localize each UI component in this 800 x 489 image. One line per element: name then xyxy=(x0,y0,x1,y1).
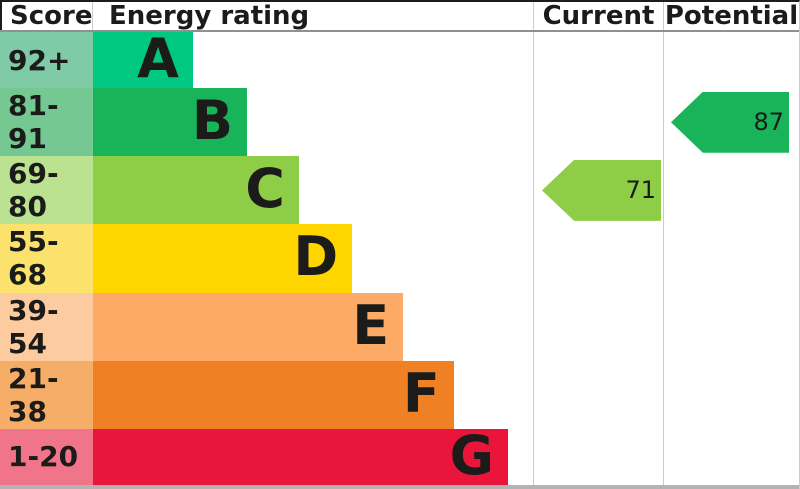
chart-header-row: Score Energy rating Current Potential xyxy=(0,2,799,32)
rating-band-letter: D xyxy=(293,225,339,289)
rating-band-letter: F xyxy=(402,361,440,425)
potential-rating-arrow: 87 xyxy=(671,91,789,153)
potential-column-cell xyxy=(663,32,799,89)
rating-rows: 92+ A 81-91 B 87 69-80 C 71 55-68 xyxy=(0,32,799,485)
rating-band-letter: B xyxy=(191,89,233,153)
chart-bottom-edge xyxy=(0,485,799,489)
current-column-cell xyxy=(533,360,663,429)
rating-band-bar: A xyxy=(93,27,193,91)
rating-band-letter: A xyxy=(137,27,179,91)
current-rating-arrow: 71 xyxy=(542,159,661,221)
rating-band-bar: G xyxy=(93,423,508,487)
current-column-cell xyxy=(533,32,663,89)
rating-band-bar: F xyxy=(93,360,454,429)
rating-row: 81-91 B 87 xyxy=(0,88,799,157)
rating-band-bar: D xyxy=(93,224,353,293)
rating-band-letter: G xyxy=(449,423,494,487)
potential-column-cell xyxy=(663,428,799,485)
current-column-cell xyxy=(533,292,663,361)
current-rating-value: 71 xyxy=(625,176,656,205)
header-potential: Potential xyxy=(663,2,799,30)
rating-band-bar: E xyxy=(93,292,404,361)
score-range-label: 1-20 xyxy=(0,428,93,485)
score-range-label: 69-80 xyxy=(0,156,93,225)
current-column-cell xyxy=(533,224,663,293)
header-score: Score xyxy=(0,2,93,30)
rating-row: 92+ A xyxy=(0,27,799,91)
rating-band-letter: C xyxy=(245,157,285,221)
potential-rating-value: 87 xyxy=(753,108,784,137)
rating-band-bar: B xyxy=(93,88,247,157)
rating-bar-area: G xyxy=(93,423,533,487)
rating-band-letter: E xyxy=(352,293,390,357)
score-range-label: 39-54 xyxy=(0,292,93,361)
current-column-cell xyxy=(533,428,663,485)
potential-column-cell: 87 xyxy=(663,88,799,157)
score-range-label: 92+ xyxy=(0,32,93,89)
rating-bar-area: D xyxy=(93,224,533,293)
potential-column-cell xyxy=(663,292,799,361)
rating-bar-area: A xyxy=(93,27,533,91)
rating-row: 55-68 D xyxy=(0,224,799,293)
rating-bar-area: E xyxy=(93,292,533,361)
potential-column-cell xyxy=(663,156,799,225)
rating-row: 21-38 F xyxy=(0,360,799,429)
header-current: Current xyxy=(533,2,663,30)
rating-bar-area: C xyxy=(93,156,533,225)
rating-bar-area: F xyxy=(93,360,533,429)
current-column-cell xyxy=(533,88,663,157)
potential-column-cell xyxy=(663,360,799,429)
rating-row: 1-20 G xyxy=(0,423,799,487)
rating-bar-area: B xyxy=(93,88,533,157)
score-range-label: 81-91 xyxy=(0,88,93,157)
rating-row: 69-80 C 71 xyxy=(0,156,799,225)
score-range-label: 21-38 xyxy=(0,360,93,429)
rating-row: 39-54 E xyxy=(0,292,799,361)
rating-band-bar: C xyxy=(93,156,299,225)
score-range-label: 55-68 xyxy=(0,224,93,293)
header-energy-rating: Energy rating xyxy=(109,2,310,30)
current-column-cell: 71 xyxy=(533,156,663,225)
potential-column-cell xyxy=(663,224,799,293)
